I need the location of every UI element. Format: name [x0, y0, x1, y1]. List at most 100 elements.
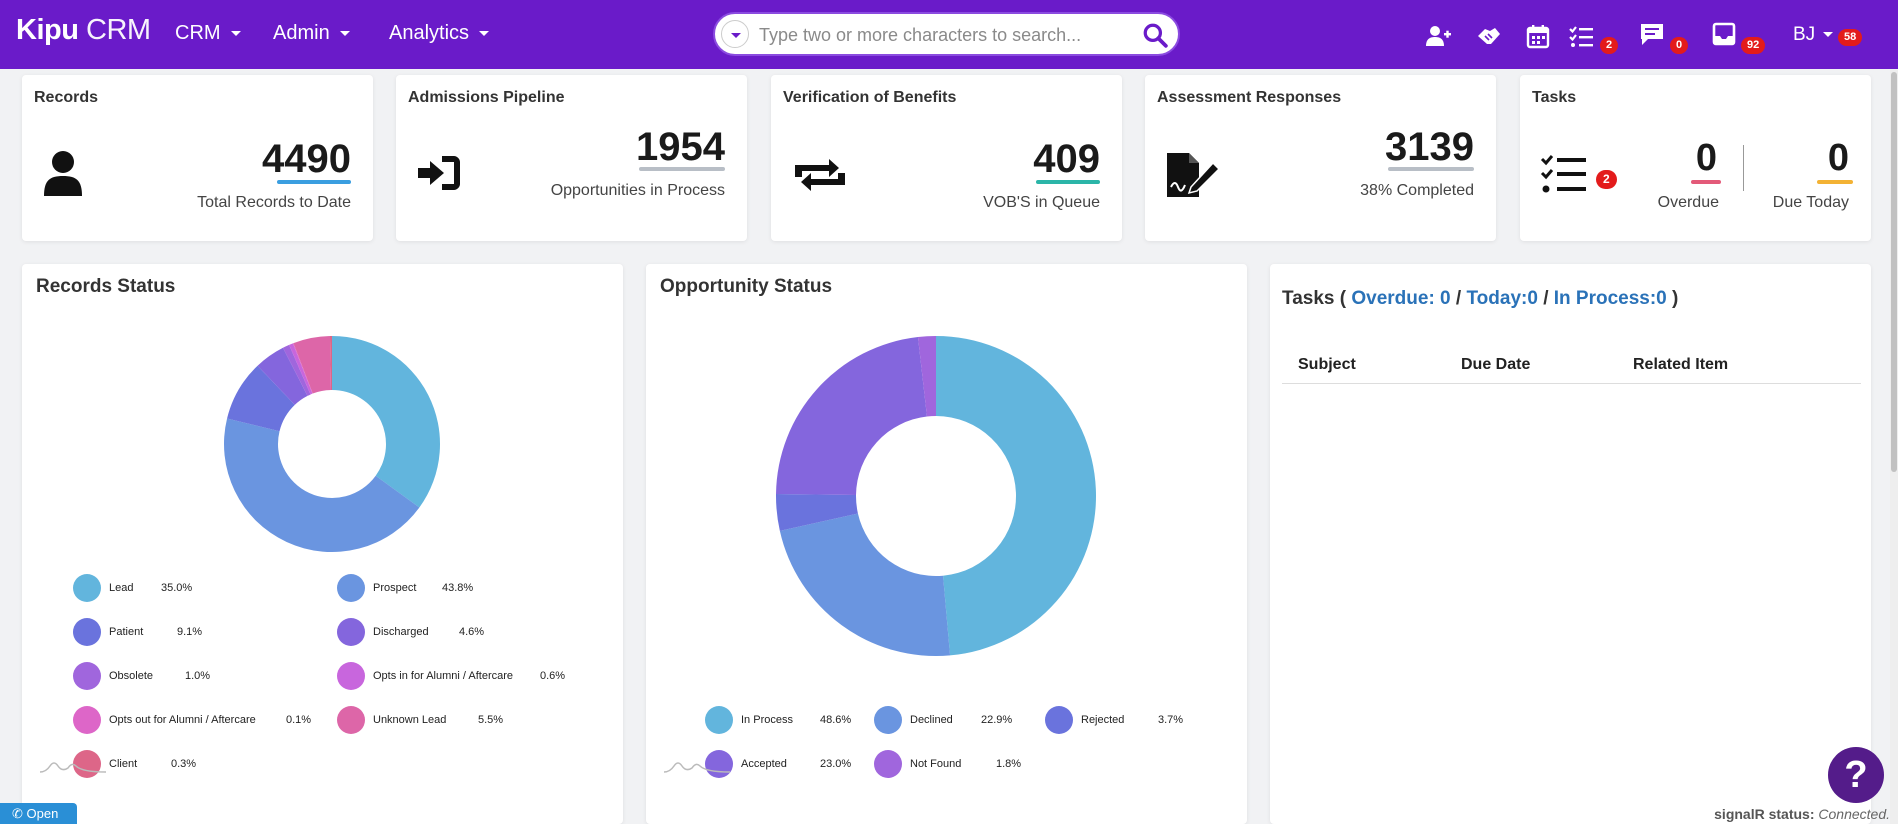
handshake-icon[interactable]	[1475, 22, 1503, 50]
admissions-accent-bar	[639, 167, 725, 171]
admissions-pipeline-card[interactable]: Admissions Pipeline 1954 Opportunities i…	[396, 75, 747, 241]
messages-badge: 0	[1670, 37, 1689, 54]
legend-item-opts-in-for-alumni-aftercare[interactable]: Opts in for Alumni / Aftercare	[337, 662, 513, 690]
search-input[interactable]	[759, 22, 1129, 48]
legend-item-lead[interactable]: Lead	[73, 574, 133, 602]
vob-accent-bar	[1036, 180, 1100, 184]
donut-slice-patient[interactable]	[227, 365, 295, 432]
tasks-summary-heading: Tasks ( Overdue: 0 / Today:0 / In Proces…	[1282, 288, 1678, 310]
legend-percent: 0.3%	[171, 758, 197, 770]
admissions-label: Opportunities in Process	[550, 182, 725, 199]
column-header-related-item[interactable]: Related Item	[1633, 356, 1729, 373]
legend-swatch	[73, 750, 101, 778]
help-button[interactable]: ?	[1828, 747, 1884, 803]
inbox-icon[interactable]	[1710, 20, 1738, 48]
legend-item-obsolete[interactable]: Obsolete	[73, 662, 153, 690]
legend-swatch	[337, 706, 365, 734]
verification-of-benefits-card[interactable]: Verification of Benefits 409 VOB'S in Qu…	[771, 75, 1122, 241]
search-scope-dropdown[interactable]	[721, 20, 749, 48]
chevron-down-icon	[479, 31, 490, 37]
legend-item-patient[interactable]: Patient	[73, 618, 143, 646]
donut-slice-discharged[interactable]	[257, 347, 308, 405]
donut-slice-client[interactable]	[329, 336, 332, 391]
separator: /	[1543, 288, 1549, 309]
legend-item-opts-out-for-alumni-aftercare[interactable]: Opts out for Alumni / Aftercare	[73, 706, 256, 734]
top-navbar: Kipu CRM CRM Admin Analytics	[0, 0, 1898, 69]
donut-slice-not-found[interactable]	[917, 336, 936, 417]
add-user-icon[interactable]	[1424, 22, 1452, 50]
legend-item-not-found[interactable]: Not Found	[874, 750, 961, 778]
donut-slice-unknown-lead[interactable]	[293, 336, 331, 394]
tasks-overdue-link[interactable]: Overdue: 0	[1351, 288, 1451, 309]
column-header-subject[interactable]: Subject	[1298, 356, 1356, 373]
vob-label: VOB'S in Queue	[983, 194, 1100, 211]
legend-item-unknown-lead[interactable]: Unknown Lead	[337, 706, 446, 734]
separator: /	[1455, 288, 1462, 309]
task-list-icon[interactable]	[1567, 22, 1595, 50]
open-label: Open	[26, 806, 59, 821]
donut-slice-obsolete[interactable]	[282, 344, 311, 396]
donut-slice-declined[interactable]	[779, 513, 951, 656]
legend-label: Prospect	[373, 582, 417, 594]
tasks-heading-prefix: Tasks (	[1282, 288, 1347, 309]
legend-label: Rejected	[1081, 714, 1125, 726]
donut-slice-accepted[interactable]	[776, 337, 927, 495]
card-title: Records	[34, 89, 99, 106]
donut-slice-rejected[interactable]	[776, 493, 858, 531]
sparkline-icon	[663, 762, 731, 773]
legend-label: Patient	[109, 626, 144, 638]
open-phone-button[interactable]: ✆ Open	[0, 803, 77, 824]
donut-slice-in-process[interactable]	[936, 336, 1096, 656]
tasks-panel: Tasks ( Overdue: 0 / Today:0 / In Proces…	[1270, 264, 1871, 824]
records-status-donut-chart[interactable]	[212, 324, 452, 564]
donut-slice-lead[interactable]	[332, 336, 440, 508]
donut-slice-opts-out-for-alumni-aftercare[interactable]	[292, 343, 313, 394]
tasks-today-link[interactable]: Today:0	[1466, 288, 1538, 309]
card-title: Admissions Pipeline	[408, 89, 565, 106]
legend-percent: 48.6%	[820, 714, 852, 726]
donut-slice-opts-in-for-alumni-aftercare[interactable]	[289, 343, 313, 395]
legend-item-declined[interactable]: Declined	[874, 706, 953, 734]
records-total-value: 4490	[262, 137, 351, 181]
scrollbar-thumb[interactable]	[1891, 72, 1897, 472]
legend-label: Declined	[910, 714, 953, 726]
legend-label: Unknown Lead	[373, 714, 447, 726]
assessment-responses-card[interactable]: Assessment Responses 3139 38% Completed	[1145, 75, 1496, 241]
card-title: Verification of Benefits	[783, 89, 957, 106]
user-menu[interactable]: BJ	[1793, 24, 1834, 46]
inbox-badge: 92	[1741, 37, 1766, 54]
column-header-due-date[interactable]: Due Date	[1461, 356, 1531, 373]
legend-label: In Process	[741, 714, 793, 726]
legend-item-accepted[interactable]: Accepted	[705, 750, 787, 778]
message-icon[interactable]	[1638, 20, 1666, 48]
legend-item-client[interactable]: Client	[73, 750, 137, 778]
legend-item-prospect[interactable]: Prospect	[337, 574, 416, 602]
nav-crm[interactable]: CRM	[175, 22, 241, 45]
donut-slice-prospect[interactable]	[224, 418, 420, 552]
legend-percent: 1.0%	[185, 670, 211, 682]
assessment-accent-bar	[1388, 167, 1474, 171]
signature-document-icon	[1167, 153, 1221, 197]
calendar-icon[interactable]	[1524, 22, 1552, 50]
records-card[interactable]: Records 4490 Total Records to Date	[22, 75, 373, 241]
legend-swatch	[73, 574, 101, 602]
legend-item-in-process[interactable]: In Process	[705, 706, 793, 734]
retweet-icon	[795, 159, 845, 191]
legend-item-rejected[interactable]: Rejected	[1045, 706, 1124, 734]
tasks-count-badge: 2	[1596, 170, 1617, 189]
legend-item-discharged[interactable]: Discharged	[337, 618, 429, 646]
legend-swatch	[705, 750, 733, 778]
nav-analytics[interactable]: Analytics	[389, 22, 490, 45]
legend-label: Not Found	[910, 758, 962, 770]
nav-admin[interactable]: Admin	[273, 22, 350, 45]
tasks-card[interactable]: Tasks 2 0 Overdue 0 Due Today	[1520, 75, 1871, 241]
records-total-label: Total Records to Date	[197, 194, 351, 211]
tasks-in-process-link[interactable]: In Process:0	[1553, 288, 1667, 309]
brand-logo[interactable]: Kipu CRM	[16, 14, 151, 47]
opportunity-status-donut-chart[interactable]	[771, 331, 1101, 661]
search-icon[interactable]	[1142, 22, 1168, 48]
opportunity-status-panel: Opportunity Status In Process 48.6% Declin…	[646, 264, 1247, 824]
vob-value: 409	[1033, 137, 1100, 181]
due-today-value: 0	[1827, 137, 1849, 179]
records-status-panel: Records Status Lead 35.0% Prospect 43.8% Pat…	[22, 264, 623, 824]
